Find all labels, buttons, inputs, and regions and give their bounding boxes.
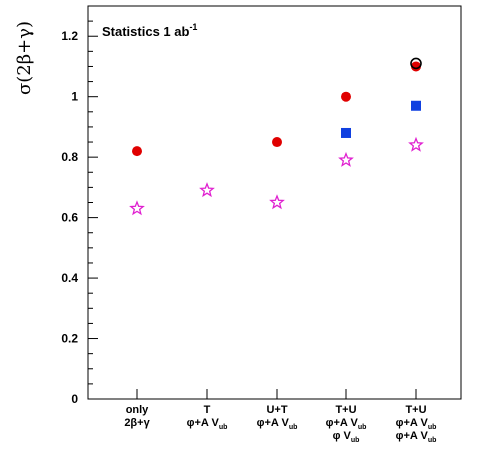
blue-square-point (341, 127, 351, 138)
magenta-star-point (199, 182, 215, 198)
x-category-label: φ+A Vub (257, 417, 298, 431)
blue-square-point (411, 100, 421, 111)
magenta-star-point (408, 136, 424, 152)
x-category-label: U+T (266, 404, 287, 416)
data-points (129, 57, 424, 216)
magenta-star-point (269, 194, 285, 210)
y-tick-label: 0.6 (61, 211, 78, 225)
y-tick-label: 0.4 (61, 271, 78, 285)
x-category-label: T (204, 404, 211, 416)
y-tick-label: 0.2 (61, 332, 78, 346)
y-tick-label: 1 (71, 90, 78, 104)
black-open-circle-point (410, 57, 422, 70)
x-category-label: φ+A Vub (326, 417, 367, 431)
statistics-exponent: -1 (189, 22, 197, 32)
y-tick-label: 0 (71, 392, 78, 406)
red-circle-point (341, 91, 351, 102)
x-category-label: only (126, 404, 149, 416)
y-axis-label: σ(2β+γ) (14, 21, 35, 95)
x-category-label: T+U (405, 404, 426, 416)
magenta-star-point (338, 151, 354, 167)
y-axis: 0 0.2 0.4 0.6 0.8 1 1.2 (61, 5, 98, 406)
x-category-label: φ+A Vub (187, 417, 228, 431)
red-circle-point (272, 137, 282, 148)
magenta-star-point (129, 200, 145, 216)
x-category-label: φ Vub (333, 430, 360, 444)
y-tick-label: 0.8 (61, 150, 78, 164)
red-circle-point (132, 146, 142, 157)
statistics-label: Statistics 1 ab-1 (102, 22, 197, 39)
x-category-label: φ+A Vub (396, 430, 437, 444)
plot-frame (87, 5, 462, 400)
x-category-label: 2β+γ (124, 417, 150, 429)
x-category-label: φ+A Vub (396, 417, 437, 431)
red-circle-point (411, 61, 421, 72)
statistics-text: Statistics 1 ab (102, 24, 189, 39)
x-category-label: T+U (335, 404, 356, 416)
y-tick-label: 1.2 (61, 29, 78, 43)
